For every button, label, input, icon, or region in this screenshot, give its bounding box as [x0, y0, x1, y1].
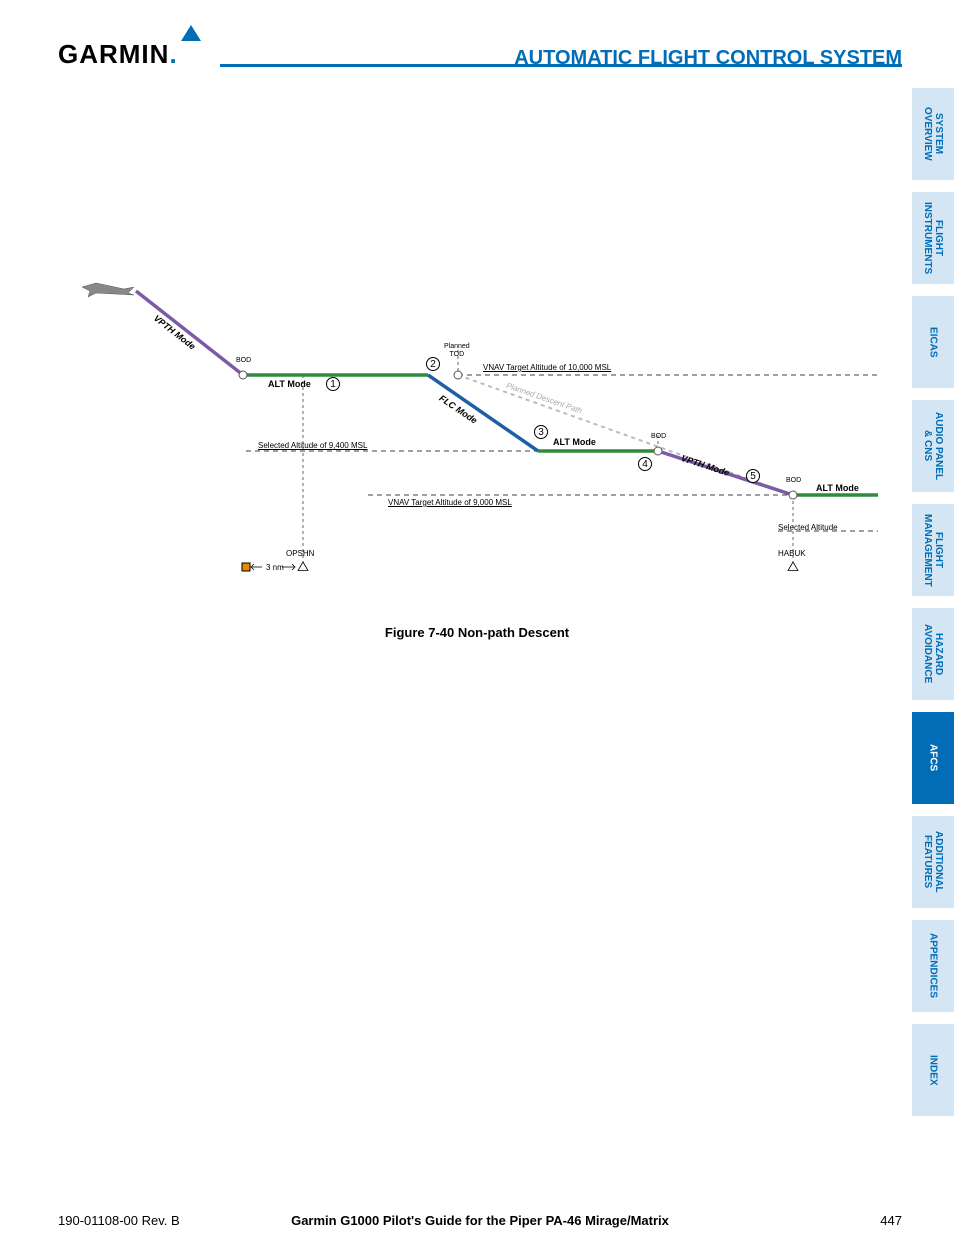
brand-text: GARMIN [58, 39, 169, 69]
tab-label: FLIGHT INSTRUMENTS [922, 202, 944, 274]
tab-appendices[interactable]: APPENDICES [912, 920, 954, 1012]
tab-flight-instruments[interactable]: FLIGHT INSTRUMENTS [912, 192, 954, 284]
tab-label: EICAS [928, 327, 939, 358]
habuk-label: HABUK [778, 549, 806, 558]
callout-3: 3 [534, 425, 548, 439]
sel-94-label: Selected Altitude of 9,400 MSL [258, 441, 367, 450]
vnav-10k-label: VNAV Target Altitude of 10,000 MSL [483, 363, 611, 372]
tab-label: AUDIO PANEL & CNS [922, 412, 944, 480]
non-path-descent-diagram: VPTH Mode ALT Mode FLC Mode ALT Mode VPT… [58, 265, 878, 630]
tab-label: APPENDICES [928, 933, 939, 998]
callout-4: 4 [638, 457, 652, 471]
diagram-container: VPTH Mode ALT Mode FLC Mode ALT Mode VPT… [58, 265, 878, 630]
header: GARMIN. AUTOMATIC FLIGHT CONTROL SYSTEM [58, 20, 902, 70]
header-rule [220, 64, 902, 67]
nm-label: 3 nm [266, 563, 284, 572]
tod-label: Planned TOD [444, 343, 470, 359]
guide-title: Garmin G1000 Pilot's Guide for the Piper… [58, 1213, 902, 1228]
callout-5: 5 [746, 469, 760, 483]
alt-mode-label-1: ALT Mode [268, 379, 311, 389]
opshn-label: OPSHN [286, 549, 314, 558]
tab-label: FLIGHT MANAGEMENT [922, 514, 944, 587]
callout-2: 2 [426, 357, 440, 371]
tab-audio-panel-cns[interactable]: AUDIO PANEL & CNS [912, 400, 954, 492]
callout-1: 1 [326, 377, 340, 391]
page-number: 447 [880, 1213, 902, 1228]
bod-label-3: BOD [786, 477, 801, 484]
bod-label-1: BOD [236, 357, 251, 364]
side-tabs: SYSTEM OVERVIEW FLIGHT INSTRUMENTS EICAS AU… [912, 88, 954, 1128]
tab-eicas[interactable]: EICAS [912, 296, 954, 388]
tab-label: SYSTEM OVERVIEW [922, 107, 944, 161]
sel-alt-label: Selected Altitude [778, 523, 838, 532]
tab-system-overview[interactable]: SYSTEM OVERVIEW [912, 88, 954, 180]
alt-mode-label-2: ALT Mode [553, 437, 596, 447]
page: GARMIN. AUTOMATIC FLIGHT CONTROL SYSTEM … [0, 0, 954, 1235]
alt-mode-label-3: ALT Mode [816, 483, 859, 493]
tab-hazard-avoidance[interactable]: HAZARD AVOIDANCE [912, 608, 954, 700]
figure-caption: Figure 7-40 Non-path Descent [0, 625, 954, 640]
tab-index[interactable]: INDEX [912, 1024, 954, 1116]
tab-label: ADDITIONAL FEATURES [922, 831, 944, 893]
brand-triangle-icon [181, 25, 201, 41]
diagram-svg [58, 265, 878, 605]
vnav-9k-label: VNAV Target Altitude of 9,000 MSL [388, 498, 512, 507]
tab-label: INDEX [928, 1055, 939, 1086]
tab-additional-features[interactable]: ADDITIONAL FEATURES [912, 816, 954, 908]
tab-afcs[interactable]: AFCS [912, 712, 954, 804]
brand-logo: GARMIN. [58, 39, 178, 70]
bod-label-2: BOD [651, 433, 666, 440]
tab-flight-management[interactable]: FLIGHT MANAGEMENT [912, 504, 954, 596]
tab-label: AFCS [928, 744, 939, 771]
